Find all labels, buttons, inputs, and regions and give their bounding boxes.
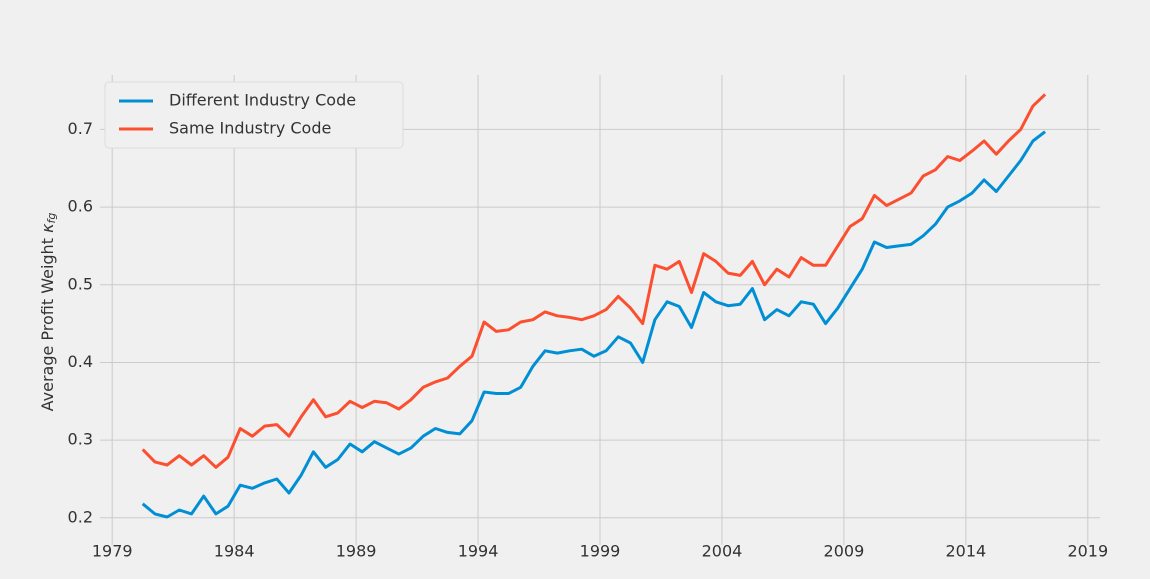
x-tick-label: 1979 [92, 542, 133, 561]
y-tick-label: 0.5 [68, 274, 93, 293]
y-tick-label: 0.6 [68, 197, 93, 216]
x-tick-label: 2004 [702, 542, 743, 561]
x-tick-label: 1984 [214, 542, 255, 561]
y-tick-label: 0.2 [68, 507, 93, 526]
data-line [141, 130, 1047, 519]
x-tick-label: 1994 [458, 542, 499, 561]
y-axis-label: Average Profit Weight κfg [38, 213, 59, 412]
y-label-subscript: fg [45, 213, 58, 224]
x-tick-label: 2019 [1067, 542, 1108, 561]
legend: Different Industry Code Same Industry Cod… [104, 81, 404, 149]
y-tick-label: 0.7 [68, 119, 93, 138]
legend-label: Different Industry Code [169, 91, 356, 110]
legend-box [104, 81, 404, 149]
y-tick-label: 0.3 [68, 430, 93, 449]
y-label-symbol: κ [38, 223, 57, 233]
x-tick-label: 1999 [580, 542, 621, 561]
y-tick-label: 0.4 [68, 352, 93, 371]
y-label-text: Average Profit Weight [38, 238, 57, 411]
data-line [141, 93, 1047, 469]
legend-label: Same Industry Code [169, 119, 331, 138]
x-tick-label: 2014 [945, 542, 986, 561]
x-tick-label: 1989 [336, 542, 377, 561]
x-tick-label: 2009 [824, 542, 865, 561]
